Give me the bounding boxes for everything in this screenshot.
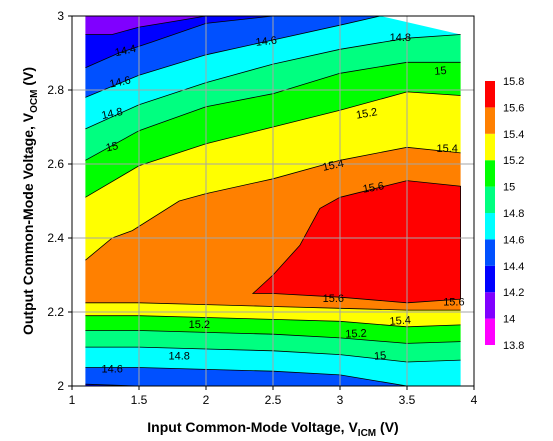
x-tick-label: 4 (471, 393, 478, 407)
y-tick-label: 2.2 (47, 305, 64, 319)
contour-band (85, 34, 461, 161)
contour-line (85, 15, 381, 98)
colorbar-tick-label: 15.8 (503, 76, 524, 88)
contour-label: 15.4 (389, 314, 411, 327)
contour-label: 15.6 (323, 293, 344, 305)
contour-label: 15.6 (362, 180, 385, 196)
contour-label: 15.2 (355, 106, 378, 122)
peak-region (251, 180, 462, 304)
y-tick-label: 2.4 (47, 231, 64, 245)
contour-band (85, 62, 461, 198)
y-axis-ticks: 2 2.2 2.4 2.6 2.8 3 (47, 9, 72, 393)
colorbar-tick-label: 13.8 (503, 340, 524, 352)
contour-label: 14.8 (100, 106, 123, 122)
colorbar-tick-label: 14.4 (503, 261, 524, 273)
colorbar-tick-label: 14.2 (503, 287, 524, 299)
colorbar-swatch (485, 186, 495, 213)
colorbar-tick-label: 15.4 (503, 129, 524, 141)
grid-lines (72, 16, 474, 386)
colorbar-swatch (485, 81, 495, 108)
contour-line (85, 15, 274, 69)
y-axis-title: Output Common-Mode Voltage, VOCM (V) (20, 67, 40, 335)
contour-band (85, 16, 381, 98)
x-tick-label: 3.5 (399, 393, 416, 407)
contour-band (85, 16, 461, 35)
colorbar-swatch (485, 265, 495, 293)
colorbar-tick-label: 15.2 (503, 155, 524, 167)
contour-label: 15.4 (322, 158, 345, 174)
contour-label: 15 (434, 65, 447, 78)
y-axis-title-main: Output Common-Mode Voltage, V (20, 112, 36, 335)
y-tick-label: 2 (57, 379, 64, 393)
x-tick-label: 2.5 (265, 393, 282, 407)
colorbar-swatch (485, 292, 495, 319)
colorbar-tick-label: 14.6 (503, 234, 524, 246)
colorbar-tick-label: 15.6 (503, 102, 524, 114)
colorbar-swatch (485, 107, 495, 134)
colorbar-legend: 13.8 14 14.2 14.4 14.6 14.8 15 15.2 15.4 15.6 15.8 (485, 76, 524, 352)
x-axis-title-unit: (V) (376, 419, 399, 435)
colorbar-swatch (485, 239, 495, 266)
x-axis-title-subscript: ICM (358, 428, 376, 439)
x-axis-ticks: 1 1.5 2 2.5 3 3.5 4 (69, 386, 478, 407)
colorbar-swatch (485, 160, 495, 187)
x-tick-label: 1 (69, 393, 76, 407)
contour-label: 14.8 (390, 32, 411, 44)
contour-labels: 14.4 14.6 14.6 14.8 14.8 15 15 15.2 15.4 15.4 15.6… (100, 32, 464, 375)
contour-band (85, 16, 461, 129)
x-tick-label: 1.5 (131, 393, 148, 407)
colorbar-swatch (485, 213, 495, 240)
y-tick-label: 3 (57, 9, 64, 23)
x-tick-label: 2 (203, 393, 210, 407)
contour-label: 15.6 (443, 297, 464, 309)
contour-label: 15 (374, 350, 387, 363)
x-tick-label: 3 (337, 393, 344, 407)
colorbar-swatch (485, 133, 495, 161)
colorbar-tick-label: 14.8 (503, 208, 524, 220)
contour-label: 14.4 (114, 43, 137, 59)
colorbar-swatch (485, 318, 495, 345)
contour-label: 14.6 (255, 35, 278, 49)
contour-label: 15.2 (345, 328, 367, 341)
contour-label: 15 (105, 140, 119, 154)
y-tick-label: 2.8 (47, 83, 64, 97)
colorbar-tick-label: 15 (503, 182, 515, 194)
x-axis-title: Input Common-Mode Voltage, VICM (V) (147, 419, 398, 439)
x-axis-title-main: Input Common-Mode Voltage, V (147, 419, 358, 435)
contour-label: 14.6 (101, 363, 122, 375)
y-tick-label: 2.6 (47, 157, 64, 171)
y-axis-title-subscript: OCM (29, 90, 40, 113)
colorbar-tick-label: 14 (503, 314, 515, 326)
contour-label: 15.4 (436, 143, 457, 155)
contour-label: 14.6 (108, 74, 131, 90)
contour-label: 14.8 (168, 350, 189, 362)
y-axis-title-unit: (V) (20, 67, 36, 90)
contour-label: 15.2 (189, 319, 210, 331)
